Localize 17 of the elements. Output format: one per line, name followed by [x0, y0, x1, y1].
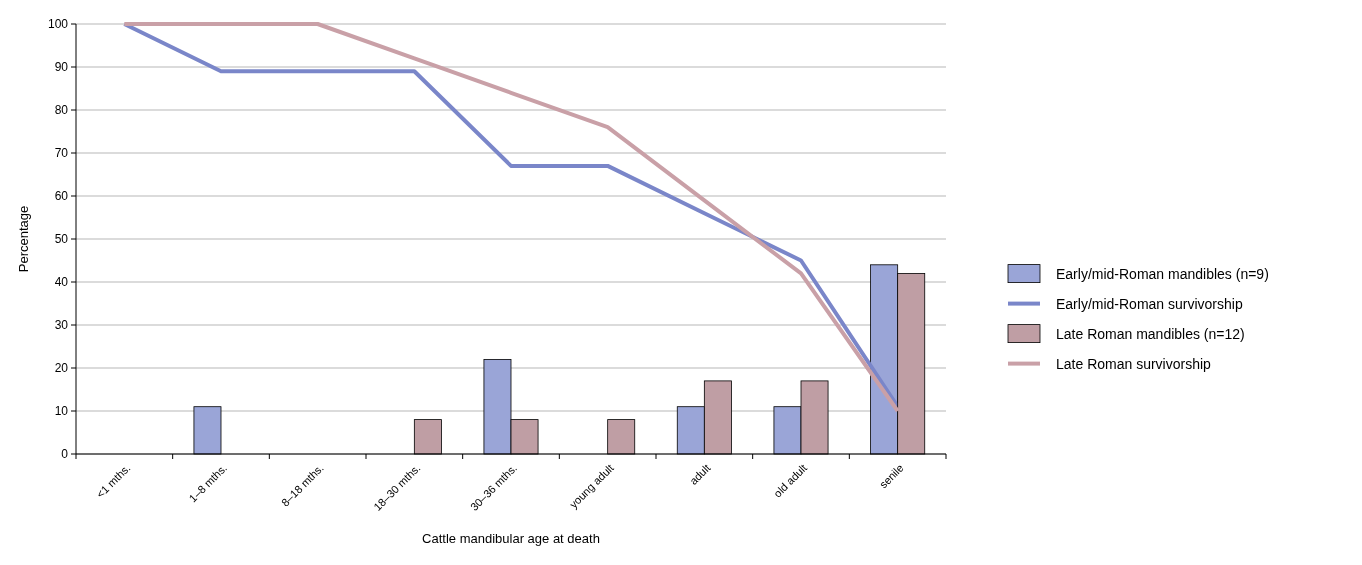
- y-tick-label: 20: [54, 361, 69, 376]
- y-tick-label: 50: [54, 232, 69, 247]
- x-axis-title: Cattle mandibular age at death: [422, 531, 600, 546]
- y-tick-label: 70: [54, 146, 69, 161]
- y-axis-title: Percentage: [16, 205, 31, 273]
- y-tick-label: 30: [54, 318, 69, 333]
- y-tick-label: 60: [54, 189, 69, 204]
- y-tick-label: 80: [54, 103, 69, 118]
- y-tick-label: 0: [61, 447, 69, 462]
- legend-label: Late Roman mandibles (n=12): [1056, 325, 1245, 342]
- y-tick-label: 100: [47, 17, 69, 32]
- legend-label: Late Roman survivorship: [1056, 355, 1212, 372]
- y-tick-label: 10: [54, 404, 69, 419]
- y-tick-label: 90: [54, 60, 69, 75]
- legend-label: Early/mid-Roman mandibles (n=9): [1056, 265, 1269, 282]
- legend-label: Early/mid-Roman survivorship: [1056, 295, 1243, 312]
- y-tick-label: 40: [54, 275, 69, 290]
